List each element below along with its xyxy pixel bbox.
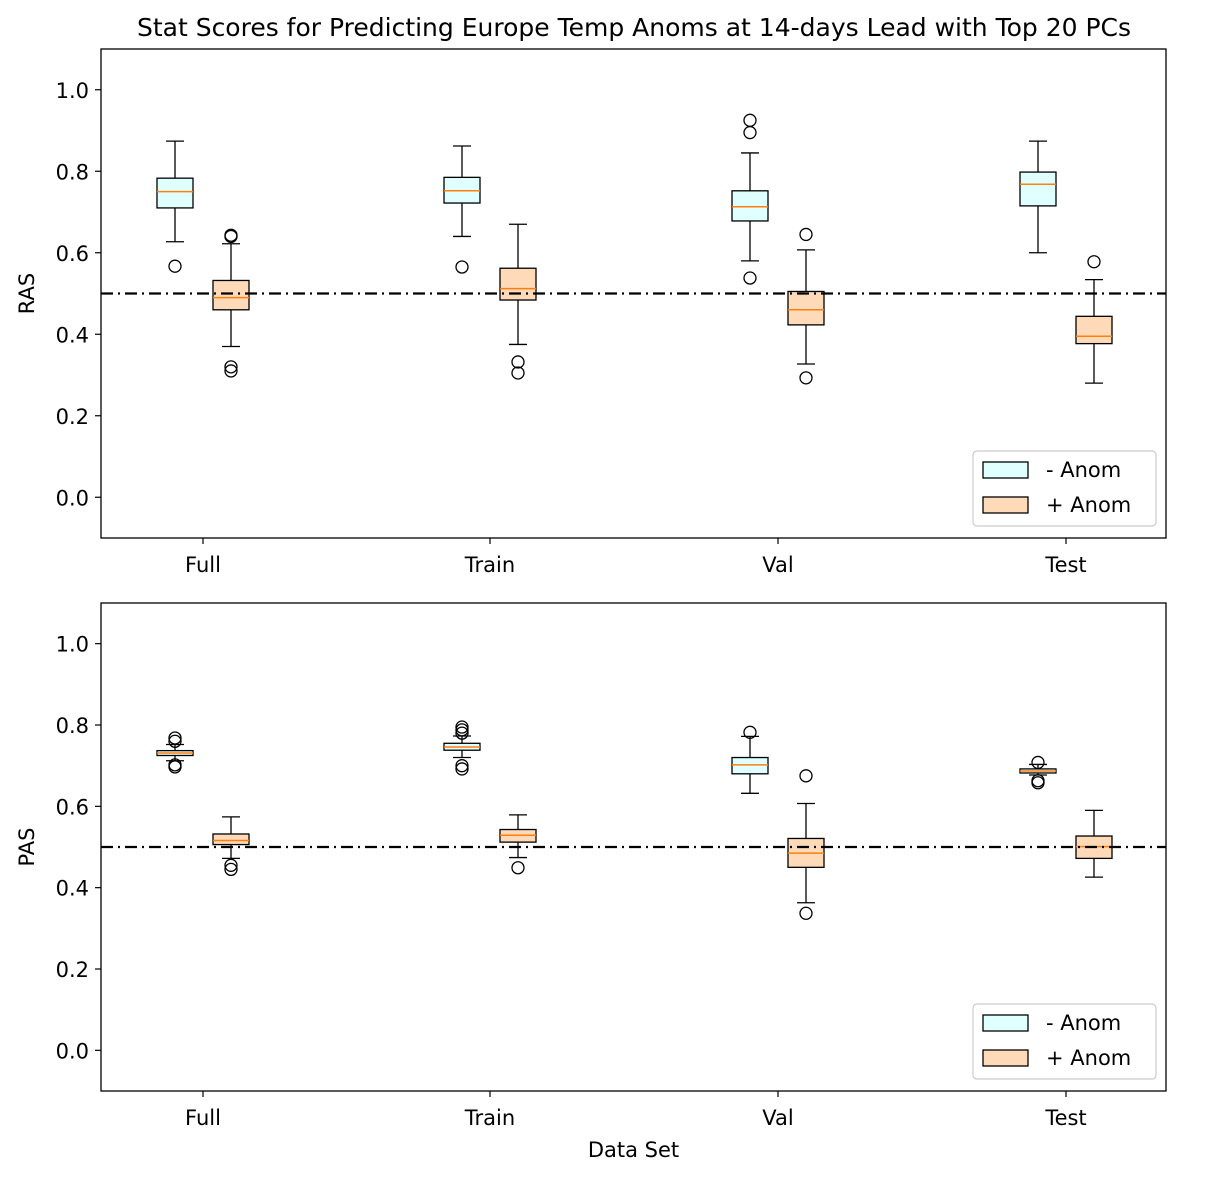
- x-tick-label: Train: [464, 553, 515, 577]
- flier-point: [168, 731, 182, 745]
- box-pos-train: [499, 223, 537, 380]
- y-tick-label: 0.8: [56, 714, 89, 738]
- box-neg-train: [443, 145, 481, 274]
- flier-point: [799, 371, 813, 385]
- flier-point: [455, 723, 469, 737]
- legend-swatch: [982, 1014, 1029, 1032]
- flier-point: [224, 228, 238, 242]
- box-body: [156, 177, 194, 209]
- plot-frame: [100, 48, 1167, 539]
- pas-panel: 0.0 0.2 0.4 0.6 0.8 1.0 Full Train Val Test PAS Dat…: [15, 602, 1167, 1162]
- flier-point: [224, 360, 238, 374]
- y-tick-label: 0.6: [56, 795, 89, 819]
- flier-point: [168, 259, 182, 273]
- legend-label: + Anom: [1046, 493, 1131, 517]
- flier-point: [1031, 774, 1045, 788]
- x-tick-label: Train: [464, 1106, 515, 1130]
- y-tick-label: 0.0: [56, 1039, 89, 1063]
- y-axis-label: PAS: [15, 827, 39, 866]
- flier-point: [455, 726, 469, 740]
- flier-point: [455, 759, 469, 773]
- y-tick-label: 0.4: [56, 323, 89, 347]
- box-body: [499, 267, 537, 301]
- box-pos-full: [212, 228, 250, 378]
- box-pos-train: [499, 814, 537, 875]
- flier-point: [799, 906, 813, 920]
- flier-point: [224, 858, 238, 872]
- y-tick-label: 0.0: [56, 486, 89, 510]
- flier-point: [455, 260, 469, 274]
- box-neg-val: [731, 725, 769, 794]
- flier-point: [799, 227, 813, 242]
- box-neg-full: [156, 140, 194, 273]
- box-body: [731, 756, 769, 775]
- y-tick-label: 0.8: [56, 160, 89, 184]
- legend-swatch: [982, 1049, 1029, 1067]
- flier-point: [743, 271, 757, 285]
- box-neg-test: [1019, 755, 1057, 790]
- box-pos-test: [1075, 255, 1113, 384]
- y-tick-label: 1.0: [56, 79, 89, 103]
- x-tick-label: Test: [1044, 1106, 1086, 1130]
- flier-point: [743, 725, 757, 739]
- flier-point: [224, 364, 238, 378]
- legend-swatch: [982, 461, 1029, 479]
- box-neg-val: [731, 113, 769, 285]
- box-neg-train: [443, 720, 481, 776]
- box-body: [212, 833, 250, 846]
- x-tick-label: Val: [762, 553, 793, 577]
- legend-swatch: [982, 496, 1029, 514]
- y-axis-label: RAS: [15, 273, 39, 314]
- x-tick-label: Val: [762, 1106, 793, 1130]
- flier-point: [743, 113, 757, 127]
- box-body: [1075, 315, 1113, 345]
- y-tick-label: 0.6: [56, 242, 89, 266]
- box-body: [731, 190, 769, 222]
- flier-point: [1031, 755, 1045, 770]
- box-pos-full: [212, 816, 250, 877]
- box-body: [787, 290, 825, 326]
- flier-point: [224, 862, 238, 877]
- legend-label: - Anom: [1046, 1011, 1121, 1035]
- box-body: [1019, 171, 1057, 207]
- y-tick-label: 0.2: [56, 405, 89, 429]
- flier-point: [1087, 255, 1101, 269]
- box-pos-val: [787, 227, 825, 385]
- x-axis-label: Data Set: [588, 1138, 679, 1162]
- legend-label: - Anom: [1046, 458, 1121, 482]
- flier-point: [799, 769, 813, 783]
- flier-point: [455, 762, 469, 776]
- flier-point: [511, 355, 525, 369]
- y-tick-label: 0.2: [56, 958, 89, 982]
- x-tick-label: Full: [185, 1106, 221, 1130]
- flier-point: [168, 734, 182, 748]
- ras-panel: 0.0 0.2 0.4 0.6 0.8 1.0 Full Train Val Test RAS - A…: [15, 48, 1167, 577]
- box-pos-val: [787, 769, 825, 920]
- legend-label: + Anom: [1046, 1046, 1131, 1070]
- x-tick-label: Test: [1044, 553, 1086, 577]
- chart-title: Stat Scores for Predicting Europe Temp A…: [137, 13, 1131, 42]
- box-neg-test: [1019, 140, 1057, 254]
- y-tick-label: 0.4: [56, 877, 89, 901]
- plot-frame: [100, 602, 1167, 1092]
- legend: - Anom + Anom: [972, 450, 1157, 527]
- flier-point: [511, 861, 525, 875]
- box-body: [212, 279, 250, 311]
- flier-point: [168, 758, 182, 772]
- flier-point: [511, 366, 525, 380]
- box-pos-test: [1075, 809, 1113, 878]
- y-tick-label: 1.0: [56, 633, 89, 657]
- flier-point: [455, 720, 469, 734]
- x-tick-label: Full: [185, 553, 221, 577]
- legend: - Anom + Anom: [972, 1003, 1157, 1080]
- flier-point: [743, 125, 757, 140]
- box-neg-full: [156, 731, 194, 774]
